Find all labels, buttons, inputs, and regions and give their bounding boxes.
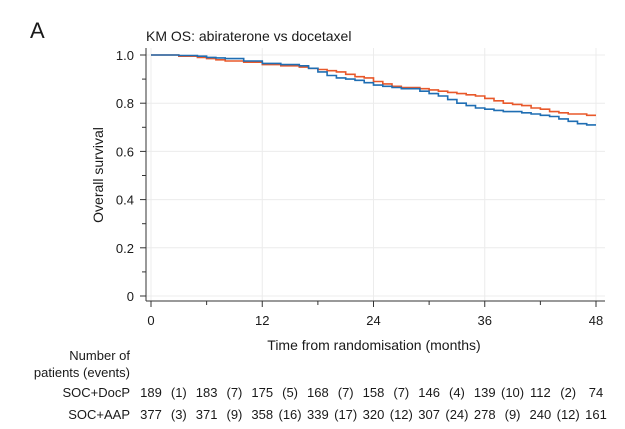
series-line-soc-aap [151,54,596,126]
x-tick-label: 48 [589,313,603,328]
risk-number: 168 [307,385,329,400]
risk-number: 339 [307,407,329,422]
risk-events: (16) [279,407,302,422]
risk-row-label: SOC+DocP [62,385,130,400]
x-tick-label: 0 [147,313,154,328]
grid [146,48,605,301]
risk-number: 377 [140,407,162,422]
x-tick-label: 12 [255,313,269,328]
risk-number: 358 [251,407,273,422]
risk-number: 146 [418,385,440,400]
risk-events: (3) [171,407,187,422]
risk-events: (10) [501,385,524,400]
risk-number: 183 [196,385,218,400]
risk-number: 320 [363,407,385,422]
y-tick-label: 0.2 [116,241,134,256]
risk-number: 112 [530,385,551,400]
risk-events: (7) [393,385,409,400]
risk-events: (7) [226,385,242,400]
risk-row-label: SOC+AAP [68,407,130,422]
y-tick-label: 0.4 [116,193,134,208]
risk-number: 278 [474,407,496,422]
y-tick-label: 0.8 [116,96,134,111]
risk-number: 175 [251,385,273,400]
y-tick-label: 0.6 [116,144,134,159]
series-lines [151,54,596,126]
risk-events: (12) [390,407,413,422]
y-tick-label: 0 [127,289,134,304]
chart-title: KM OS: abiraterone vs docetaxel [146,28,351,44]
risk-events: (17) [334,407,357,422]
risk-events: (24) [445,407,468,422]
y-axis-label: Overall survival [90,127,106,223]
risk-events: (7) [338,385,354,400]
risk-number: 189 [140,385,162,400]
risk-number: 158 [363,385,385,400]
risk-events: (9) [226,407,242,422]
x-axis-label: Time from randomisation (months) [267,337,480,353]
risk-events: (1) [171,385,187,400]
risk-number: 307 [418,407,440,422]
risk-table: Number of patients (events) SOC+DocP 189 1… [34,348,607,422]
risk-events: (4) [449,385,465,400]
risk-number: 139 [474,385,496,400]
risk-number: 240 [530,407,552,422]
axes: 0 0.2 0.4 0.6 0.8 1.0 0 12 24 36 48 [116,48,605,328]
risk-header-line1: Number of [69,348,130,363]
risk-events: (9) [505,407,521,422]
risk-number: 371 [196,407,218,422]
x-tick-label: 36 [478,313,492,328]
risk-events: (12) [557,407,580,422]
risk-events: (5) [282,385,298,400]
risk-number: 74 [589,385,603,400]
risk-number: 161 [585,407,607,422]
x-tick-label: 24 [366,313,380,328]
y-tick-label: 1.0 [116,48,134,63]
risk-events: (2) [560,385,576,400]
panel-label: A [30,18,45,43]
risk-header-line2: patients (events) [34,365,130,380]
